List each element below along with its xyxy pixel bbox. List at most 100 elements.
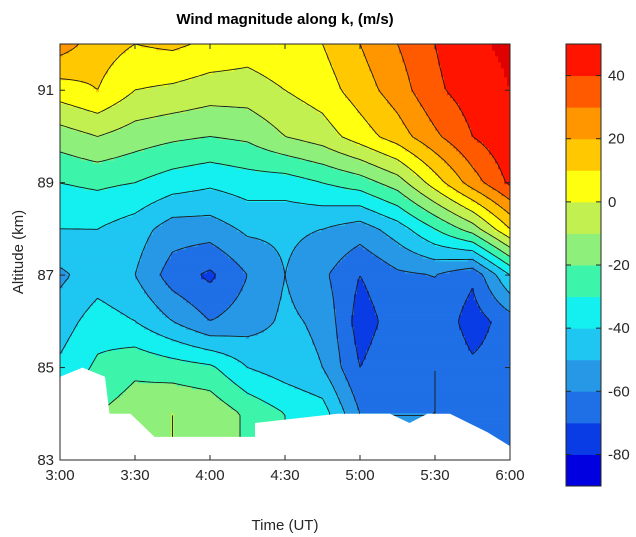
- contour-cell: [81, 225, 85, 229]
- contour-cell: [105, 210, 109, 214]
- contour-cell: [87, 314, 91, 318]
- contour-cell: [99, 195, 103, 200]
- contour-cell: [99, 70, 103, 75]
- contour-cell: [78, 246, 82, 250]
- contour-cell: [84, 356, 88, 360]
- contour-cell: [66, 272, 70, 277]
- contour-cell: [60, 73, 64, 78]
- contour-cell: [75, 308, 79, 313]
- contour-cell: [66, 204, 70, 209]
- contour-cell: [90, 136, 94, 140]
- contour-cell: [90, 97, 94, 102]
- contour-cell: [66, 326, 70, 330]
- contour-cell: [81, 326, 85, 330]
- contour-cell: [75, 58, 79, 63]
- contour-cell: [93, 350, 97, 354]
- contour-cell: [87, 338, 91, 342]
- contour-cell: [75, 367, 79, 372]
- contour-cell: [60, 308, 64, 313]
- contour-cell: [69, 118, 73, 122]
- contour-cell: [60, 361, 64, 366]
- contour-cell: [75, 350, 79, 354]
- contour-cell: [90, 139, 94, 143]
- contour-cell: [60, 127, 64, 131]
- contour-cell: [96, 189, 100, 194]
- contour-cell: [69, 44, 73, 48]
- contour-cell: [90, 219, 94, 223]
- contour-cell: [105, 109, 109, 113]
- contour-cell: [78, 240, 82, 244]
- contour-cell: [69, 49, 73, 54]
- contour-cell: [105, 148, 109, 152]
- contour-cell: [69, 290, 73, 295]
- contour-cell: [72, 347, 76, 351]
- contour-cell: [96, 195, 100, 200]
- contour-cell: [96, 222, 100, 226]
- contour-cell: [102, 183, 106, 188]
- contour-cell: [102, 49, 106, 54]
- contour-cell: [96, 67, 100, 72]
- contour-cell: [90, 364, 94, 369]
- contour-cell: [84, 216, 88, 220]
- contour-cell: [66, 266, 70, 271]
- contour-cell: [99, 246, 103, 250]
- contour-cell: [81, 320, 85, 324]
- contour-cell: [66, 145, 70, 149]
- contour-cell: [96, 367, 100, 372]
- contour-cell: [84, 290, 88, 295]
- contour-cell: [63, 183, 67, 188]
- contour-cell: [60, 139, 64, 143]
- contour-cell: [81, 317, 85, 321]
- contour-cell: [60, 153, 64, 158]
- contour-cell: [72, 162, 76, 167]
- contour-cell: [87, 344, 91, 348]
- contour-cell: [87, 275, 91, 280]
- contour-cell: [90, 94, 94, 99]
- contour-cell: [66, 180, 70, 185]
- chart-title: Wind magnitude along k, (m/s): [176, 11, 393, 28]
- contour-cell: [78, 204, 82, 209]
- contour-cell: [69, 201, 73, 206]
- contour-cell: [63, 156, 67, 161]
- contour-cell: [87, 58, 91, 63]
- contour-cell: [60, 364, 64, 369]
- contour-cell: [78, 130, 82, 134]
- contour-cell: [66, 148, 70, 152]
- contour-cell: [81, 162, 85, 167]
- contour-cell: [87, 127, 91, 131]
- contour-cell: [63, 97, 67, 102]
- contour-cell: [63, 133, 67, 137]
- contour-cell: [69, 82, 73, 87]
- contour-cell: [102, 153, 106, 158]
- contour-cell: [66, 201, 70, 206]
- contour-cell: [90, 335, 94, 339]
- contour-cell: [99, 49, 103, 54]
- contour-cell: [90, 326, 94, 330]
- contour-cell: [105, 130, 109, 134]
- contour-cell: [66, 341, 70, 345]
- contour-cell: [66, 58, 70, 63]
- contour-cell: [99, 58, 103, 63]
- contour-cell: [66, 183, 70, 188]
- contour-cell: [81, 106, 85, 110]
- contour-cell: [102, 308, 106, 313]
- contour-cell: [63, 293, 67, 298]
- contour-cell: [78, 82, 82, 87]
- contour-cell: [93, 341, 97, 345]
- contour-cell: [66, 228, 70, 232]
- contour-cell: [66, 162, 70, 167]
- contour-cell: [105, 335, 109, 339]
- contour-cell: [69, 332, 73, 336]
- contour-cell: [81, 210, 85, 214]
- contour-cell: [99, 275, 103, 280]
- contour-cell: [66, 335, 70, 339]
- contour-cell: [72, 290, 76, 295]
- contour-cell: [75, 299, 79, 304]
- contour-cell: [93, 91, 97, 96]
- contour-cell: [72, 358, 76, 363]
- contour-cell: [90, 353, 94, 357]
- contour-cell: [96, 341, 100, 345]
- contour-cell: [96, 130, 100, 134]
- contour-cell: [93, 287, 97, 292]
- contour-cell: [93, 112, 97, 116]
